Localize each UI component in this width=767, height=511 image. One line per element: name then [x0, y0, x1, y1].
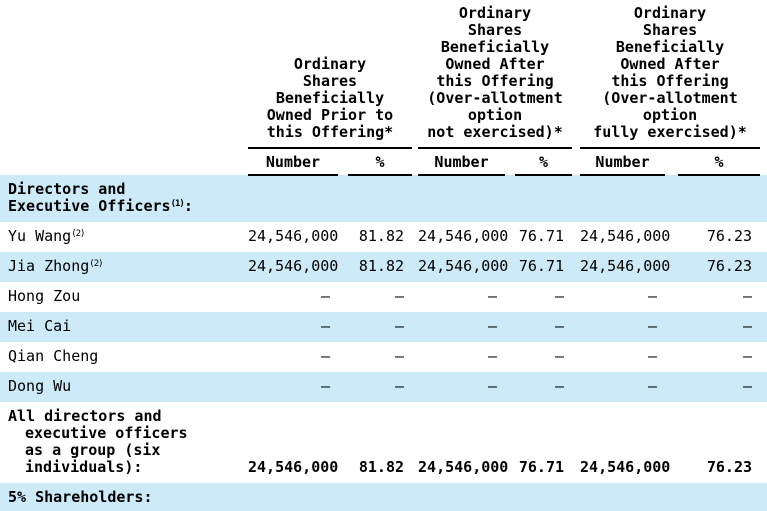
- cell-number: —: [248, 372, 338, 402]
- cell-pct: —: [554, 347, 565, 365]
- cell-number: —: [487, 347, 498, 365]
- row-label: Directors and Executive Officers(1):: [0, 175, 248, 222]
- group-header-after-offering-fully-exercised: Ordinary Shares Beneficially Owned After…: [580, 2, 761, 149]
- sub-header-row: Number % Number % Number %: [0, 148, 767, 176]
- cell-pct: —: [678, 372, 761, 402]
- table-row-qian-cheng: Qian Cheng — — — — — —: [0, 342, 767, 372]
- column-header-number-3: Number: [580, 148, 666, 176]
- cell-pct: 81.82: [358, 227, 405, 245]
- group-header-after-offering-not-exercised: Ordinary Shares Beneficially Owned After…: [418, 2, 573, 149]
- row-label: Hong Zou: [8, 287, 81, 305]
- cell-pct: —: [394, 347, 405, 365]
- row-label: Mei Cai: [0, 312, 248, 342]
- table-row-5pct-shareholders-section: 5% Shareholders:: [0, 483, 767, 511]
- cell-number: 24,546,000: [248, 227, 339, 245]
- cell-number: —: [580, 372, 666, 402]
- row-label: Yu Wang(2): [8, 227, 86, 245]
- column-header-pct-3: %: [678, 148, 761, 176]
- row-label: Jia Zhong(2): [0, 252, 248, 282]
- table-row-hong-zou: Hong Zou — — — — — —: [0, 282, 767, 312]
- cell-number: —: [647, 347, 658, 365]
- cell-pct: —: [515, 312, 573, 342]
- cell-pct: 81.82: [348, 252, 413, 282]
- cell-pct: 76.71: [515, 252, 573, 282]
- cell-pct: —: [394, 287, 405, 305]
- cell-pct: 76.71: [518, 458, 565, 476]
- cell-pct: —: [743, 347, 753, 365]
- column-header-pct-2: %: [515, 148, 573, 176]
- table-body: Directors and Executive Officers(1): Yu …: [0, 175, 767, 511]
- row-label: All directors and executive officers as …: [8, 407, 188, 476]
- cell-number: —: [248, 312, 338, 342]
- column-header-pct-1: %: [348, 148, 413, 176]
- cell-pct: —: [348, 312, 413, 342]
- cell-pct: 76.71: [518, 227, 565, 245]
- cell-number: 24,546,000: [580, 458, 671, 476]
- cell-pct: 76.23: [678, 252, 761, 282]
- column-header-number-2: Number: [418, 148, 506, 176]
- group-header-row: Ordinary Shares Beneficially Owned Prior…: [0, 2, 767, 149]
- corner-cell: [0, 2, 248, 148]
- cell-pct: 76.23: [706, 458, 753, 476]
- cell-pct: —: [515, 372, 573, 402]
- table-row-dong-wu: Dong Wu — — — — — —: [0, 372, 767, 402]
- table-row-all-directors-group: All directors and executive officers as …: [0, 402, 767, 483]
- cell-pct: —: [348, 372, 413, 402]
- cell-pct: —: [678, 312, 761, 342]
- cell-number: —: [580, 312, 666, 342]
- cell-number: 24,546,000: [418, 252, 508, 282]
- table-row-jia-zhong: Jia Zhong(2) 24,546,000 81.82 24,546,000…: [0, 252, 767, 282]
- table-header: Ordinary Shares Beneficially Owned Prior…: [0, 2, 767, 176]
- cell-number: 24,546,000: [418, 227, 509, 245]
- cell-number: —: [418, 372, 506, 402]
- footnote-ref: (2): [89, 259, 103, 269]
- table-row-directors-section: Directors and Executive Officers(1):: [0, 175, 767, 222]
- cell-number: —: [320, 347, 330, 365]
- cell-number: 24,546,000: [580, 252, 670, 282]
- row-label: Qian Cheng: [8, 347, 99, 365]
- footnote-ref: (2): [71, 229, 85, 239]
- cell-number: —: [320, 287, 330, 305]
- cell-number: 24,546,000: [418, 458, 509, 476]
- cell-number: 24,546,000: [248, 458, 339, 476]
- cell-number: —: [487, 287, 498, 305]
- cell-number: 24,546,000: [248, 252, 338, 282]
- row-label: 5% Shareholders:: [0, 483, 248, 511]
- cell-pct: 76.23: [706, 227, 753, 245]
- cell-pct: —: [554, 287, 565, 305]
- cell-number: 24,546,000: [580, 227, 671, 245]
- footnote-ref: (1): [170, 199, 185, 209]
- cell-number: —: [418, 312, 506, 342]
- cell-pct: —: [743, 287, 753, 305]
- table-row-yu-wang: Yu Wang(2) 24,546,000 81.82 24,546,000 7…: [0, 222, 767, 252]
- column-header-number-1: Number: [248, 148, 338, 176]
- cell-number: —: [647, 287, 658, 305]
- cell-pct: 81.82: [358, 458, 405, 476]
- row-label: Dong Wu: [0, 372, 248, 402]
- table-row-mei-cai: Mei Cai — — — — — —: [0, 312, 767, 342]
- group-header-prior-offering: Ordinary Shares Beneficially Owned Prior…: [248, 2, 413, 149]
